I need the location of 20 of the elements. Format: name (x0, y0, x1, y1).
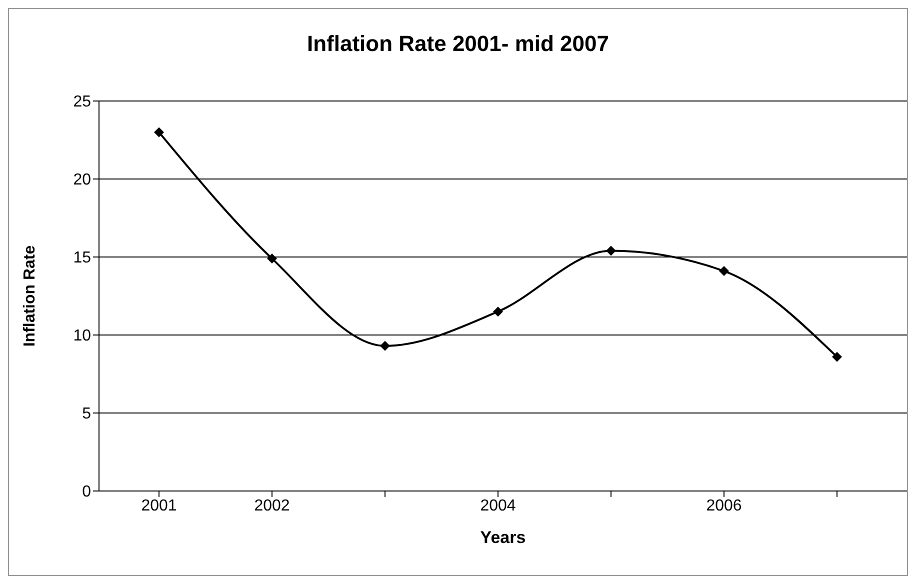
y-tick-label: 20 (73, 172, 92, 189)
point (606, 246, 616, 256)
point (380, 340, 390, 351)
point (154, 127, 164, 138)
chart-title: Inflation Rate 2001- mid 2007 (306, 30, 610, 58)
x-tick-label: 2001 (141, 497, 177, 514)
x-tick-label: 2006 (706, 497, 742, 514)
y-axis-title: Inflation Rate (22, 245, 39, 347)
y-tick-label: 10 (73, 328, 92, 345)
point (493, 306, 503, 317)
y-tick-label: 5 (82, 406, 92, 423)
x-tick-label: 2002 (254, 497, 290, 514)
point (719, 266, 729, 276)
y-tick-label: 15 (73, 250, 92, 267)
y-tick-label: 0 (82, 484, 92, 501)
point (832, 352, 842, 362)
x-axis-title: Years (480, 528, 526, 547)
y-tick-label: 25 (73, 94, 92, 111)
x-tick-label: 2004 (480, 497, 516, 514)
point (267, 254, 277, 264)
